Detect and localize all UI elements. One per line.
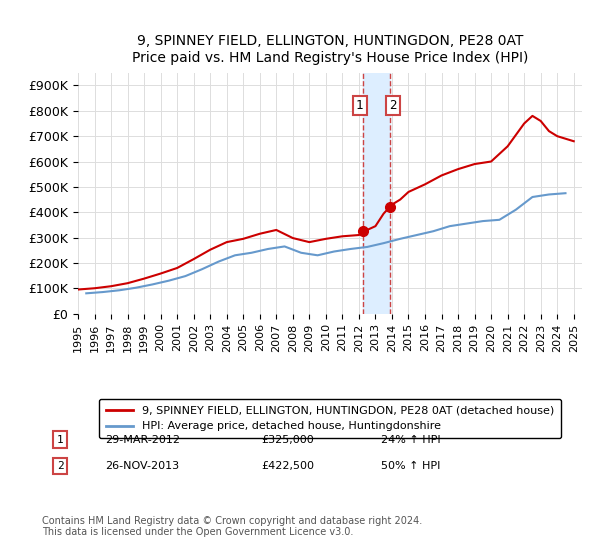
Text: Contains HM Land Registry data © Crown copyright and database right 2024.
This d: Contains HM Land Registry data © Crown c… bbox=[42, 516, 422, 537]
Text: 26-NOV-2013: 26-NOV-2013 bbox=[105, 461, 179, 471]
Text: 24% ↑ HPI: 24% ↑ HPI bbox=[381, 435, 440, 445]
Legend: 9, SPINNEY FIELD, ELLINGTON, HUNTINGDON, PE28 0AT (detached house), HPI: Average: 9, SPINNEY FIELD, ELLINGTON, HUNTINGDON,… bbox=[99, 399, 561, 438]
Text: 1: 1 bbox=[356, 99, 364, 112]
Text: 29-MAR-2012: 29-MAR-2012 bbox=[105, 435, 180, 445]
Text: 2: 2 bbox=[389, 99, 397, 112]
Title: 9, SPINNEY FIELD, ELLINGTON, HUNTINGDON, PE28 0AT
Price paid vs. HM Land Registr: 9, SPINNEY FIELD, ELLINGTON, HUNTINGDON,… bbox=[132, 35, 528, 65]
Text: 2: 2 bbox=[56, 461, 64, 471]
Text: 1: 1 bbox=[56, 435, 64, 445]
Text: £325,000: £325,000 bbox=[261, 435, 314, 445]
Bar bbox=[363, 73, 391, 314]
Text: £422,500: £422,500 bbox=[261, 461, 314, 471]
Text: 50% ↑ HPI: 50% ↑ HPI bbox=[381, 461, 440, 471]
